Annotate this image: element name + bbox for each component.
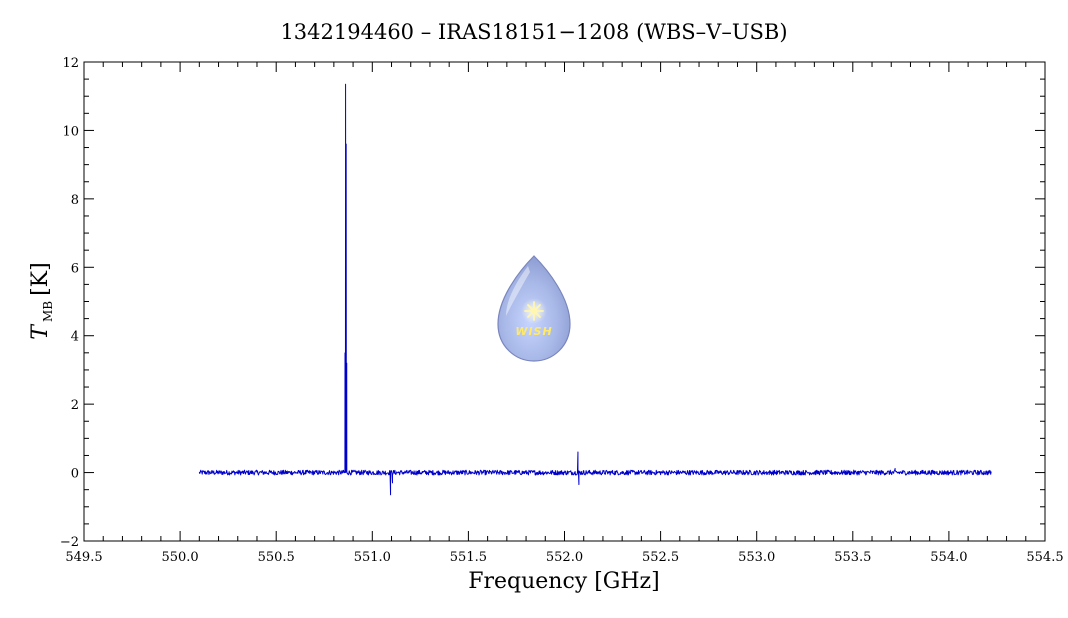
x-tick-label: 550.0 [161, 550, 198, 565]
y-tick-label: 12 [62, 56, 79, 71]
x-axis-label: Frequency [GHz] [468, 569, 660, 594]
y-axis-tick-labels: −2 0 2 4 6 8 10 12 [60, 56, 79, 550]
y-axis-label-unit: [K] [28, 262, 53, 296]
x-tick-label: 552.0 [546, 550, 583, 565]
y-tick-label: 2 [71, 398, 79, 413]
wish-logo-highlight [506, 266, 530, 316]
x-tick-label: 553.0 [738, 550, 775, 565]
y-axis-label-symbol: T [28, 323, 53, 340]
x-tick-label: 553.5 [834, 550, 871, 565]
svg-text:TMB[K]: TMB [K] [28, 262, 55, 339]
y-tick-label: 8 [71, 193, 79, 208]
star-icon [524, 301, 544, 321]
y-tick-label: 10 [62, 124, 79, 139]
x-tick-label: 554.0 [930, 550, 967, 565]
y-tick-label: 0 [71, 467, 79, 482]
x-tick-label: 550.5 [258, 550, 295, 565]
y-axis-label-subscript: MB [41, 301, 55, 322]
x-axis-tick-labels: 549.5 550.0 550.5 551.0 551.5 552.0 552.… [65, 550, 1063, 565]
x-tick-label: 551.0 [354, 550, 391, 565]
chart-title: 1342194460 – IRAS18151−1208 (WBS–V–USB) [280, 20, 787, 44]
wish-logo: WISH [497, 255, 571, 362]
x-tick-label: 552.5 [642, 550, 679, 565]
spectrum-series-line [198, 83, 992, 496]
y-axis-label: TMB [K] [28, 262, 55, 339]
wish-logo-text: WISH [515, 325, 552, 338]
y-tick-label: 4 [71, 330, 79, 345]
x-tick-label: 551.5 [450, 550, 487, 565]
y-tick-label: 6 [71, 261, 79, 276]
y-tick-label: −2 [60, 535, 79, 550]
x-tick-label: 549.5 [65, 550, 102, 565]
axis-ticks [83, 61, 1046, 542]
x-tick-label: 554.5 [1026, 550, 1063, 565]
